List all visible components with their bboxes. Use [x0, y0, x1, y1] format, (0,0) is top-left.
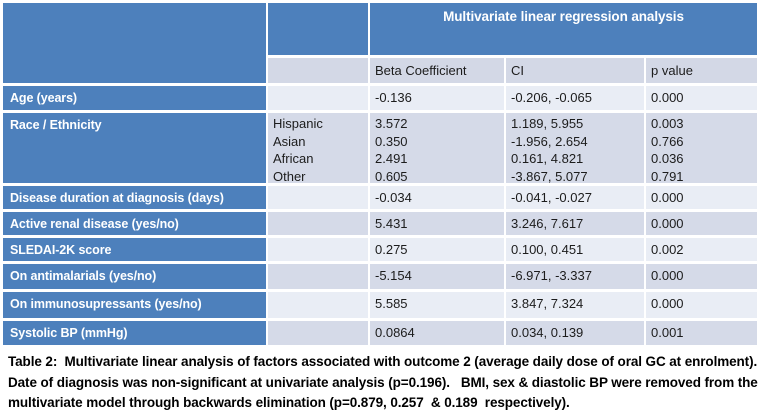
table-caption: Table 2: Multivariate linear analysis of…	[8, 352, 760, 414]
beta-value: 2.491	[375, 151, 408, 166]
ci-value: -6.971, -3.337	[506, 264, 644, 289]
p-value: 0.000	[646, 212, 757, 235]
subgroup-cell	[268, 86, 368, 110]
row-label-race: Race / Ethnicity	[3, 113, 266, 183]
subgroup-cell	[268, 264, 368, 289]
ci-value: 1.189, 5.955	[511, 116, 584, 131]
race-subgroup-name: Asian	[273, 133, 306, 149]
col-header-beta: Beta Coefficient	[370, 58, 504, 83]
col-header-ci: CI	[506, 58, 644, 83]
ci-value: 3.847, 7.324	[506, 292, 644, 318]
subgroup-cell	[268, 292, 368, 318]
row-label-antimalarials: On antimalarials (yes/no)	[3, 264, 266, 289]
table-banner: Multivariate linear regression analysis	[370, 3, 757, 55]
race-subgroup-name: African	[273, 151, 314, 166]
beta-value: -0.136	[370, 86, 504, 110]
p-value: 0.003	[651, 116, 684, 131]
row-label-renal-disease: Active renal disease (yes/no)	[3, 212, 266, 235]
caption-line: Date of diagnosis was non-significant at…	[8, 374, 758, 390]
race-ci-values: 1.189, 5.955 -1.956, 2.654 0.161, 4.821 …	[506, 113, 644, 184]
beta-value: 0.275	[370, 238, 504, 261]
ci-value: -1.956, 2.654	[511, 133, 588, 149]
beta-value: 0.0864	[370, 321, 504, 345]
ci-value: -0.041, -0.027	[506, 186, 644, 209]
col-header-empty	[268, 58, 368, 83]
p-value: 0.791	[651, 168, 684, 184]
race-subgroup-name: Hispanic	[273, 116, 323, 131]
ci-value: 0.161, 4.821	[511, 151, 584, 166]
subgroup-cell	[268, 186, 368, 209]
subgroup-cell	[268, 238, 368, 261]
beta-value: 0.605	[375, 168, 408, 184]
beta-value: 5.585	[370, 292, 504, 318]
beta-value: -5.154	[370, 264, 504, 289]
row-label-sledai: SLEDAI-2K score	[3, 238, 266, 261]
regression-table: Multivariate linear regression analysis …	[3, 3, 757, 345]
row-label-immunosupressants: On immunosupressants (yes/no)	[3, 292, 266, 318]
p-value: 0.000	[646, 264, 757, 289]
ci-value: 0.034, 0.139	[506, 321, 644, 345]
row-label-age: Age (years)	[3, 86, 266, 110]
row-label-disease-duration: Disease duration at diagnosis (days)	[3, 186, 266, 209]
p-value: 0.000	[646, 292, 757, 318]
table-corner-cell	[3, 3, 266, 83]
race-subgroup-names: Hispanic Asian African Other	[268, 113, 368, 184]
p-value: 0.000	[646, 186, 757, 209]
beta-value: 0.350	[375, 133, 408, 149]
subgroup-cell	[268, 212, 368, 235]
beta-value: 5.431	[370, 212, 504, 235]
p-value: 0.036	[651, 151, 684, 166]
ci-value: 3.246, 7.617	[506, 212, 644, 235]
p-value: 0.002	[646, 238, 757, 261]
ci-value: -3.867, 5.077	[511, 168, 588, 184]
subgroup-column-header-cell	[268, 3, 368, 55]
caption-line: multivariate model through backwards eli…	[8, 395, 570, 410]
p-value: 0.001	[646, 321, 757, 345]
race-p-values: 0.003 0.766 0.036 0.791	[646, 113, 757, 184]
p-value: 0.766	[651, 133, 684, 149]
caption-line: Table 2: Multivariate linear analysis of…	[8, 354, 758, 369]
beta-value: -0.034	[370, 186, 504, 209]
race-subgroup-name: Other	[273, 168, 306, 184]
p-value: 0.000	[646, 86, 757, 110]
beta-value: 3.572	[375, 116, 408, 131]
col-header-p: p value	[646, 58, 757, 83]
subgroup-cell	[268, 321, 368, 345]
row-label-systolic-bp: Systolic BP (mmHg)	[3, 321, 266, 345]
ci-value: -0.206, -0.065	[506, 86, 644, 110]
ci-value: 0.100, 0.451	[506, 238, 644, 261]
race-beta-values: 3.572 0.350 2.491 0.605	[370, 113, 504, 184]
